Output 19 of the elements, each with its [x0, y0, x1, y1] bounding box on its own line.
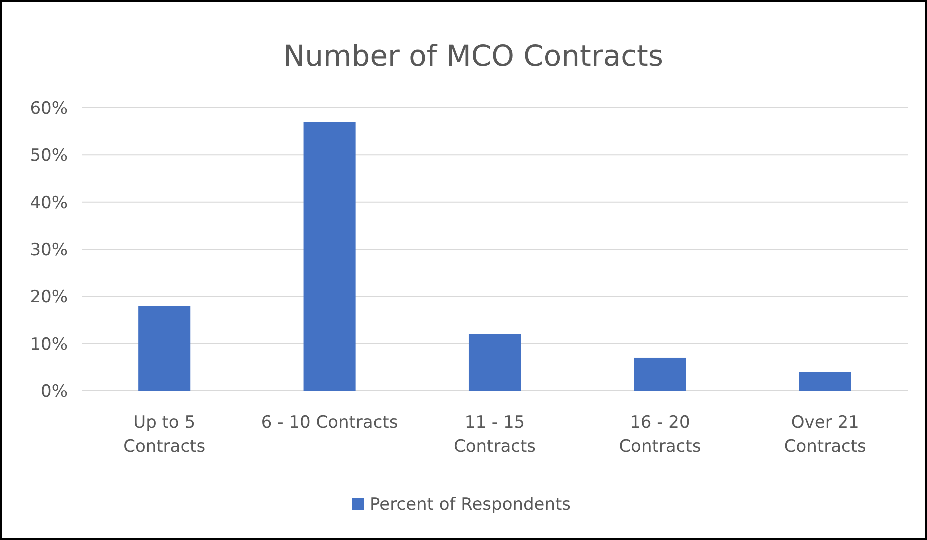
y-tick-label: 10% — [30, 334, 68, 355]
y-tick-label: 50% — [30, 146, 68, 166]
x-tick-label: 11 - 15 Contracts — [454, 413, 536, 457]
bar — [138, 306, 191, 391]
x-tick-label: Over 21 Contracts — [784, 413, 867, 457]
y-tick-label: 60% — [30, 98, 68, 119]
y-tick-label: 0% — [41, 382, 68, 402]
bar — [468, 334, 522, 391]
y-tick-label: 20% — [30, 288, 68, 308]
bar — [799, 372, 852, 391]
y-tick-label: 40% — [30, 193, 68, 214]
legend-label: Percent of Respondents — [370, 494, 572, 515]
chart-title: Number of MCO Contracts — [283, 39, 664, 73]
y-tick-label: 30% — [30, 240, 68, 260]
x-tick-label: 16 - 20 Contracts — [619, 413, 702, 457]
bar — [634, 358, 686, 391]
bar — [304, 122, 356, 391]
x-tick-label: Up to 5 Contracts — [124, 413, 206, 457]
x-tick-label: 6 - 10 Contracts — [261, 413, 398, 433]
